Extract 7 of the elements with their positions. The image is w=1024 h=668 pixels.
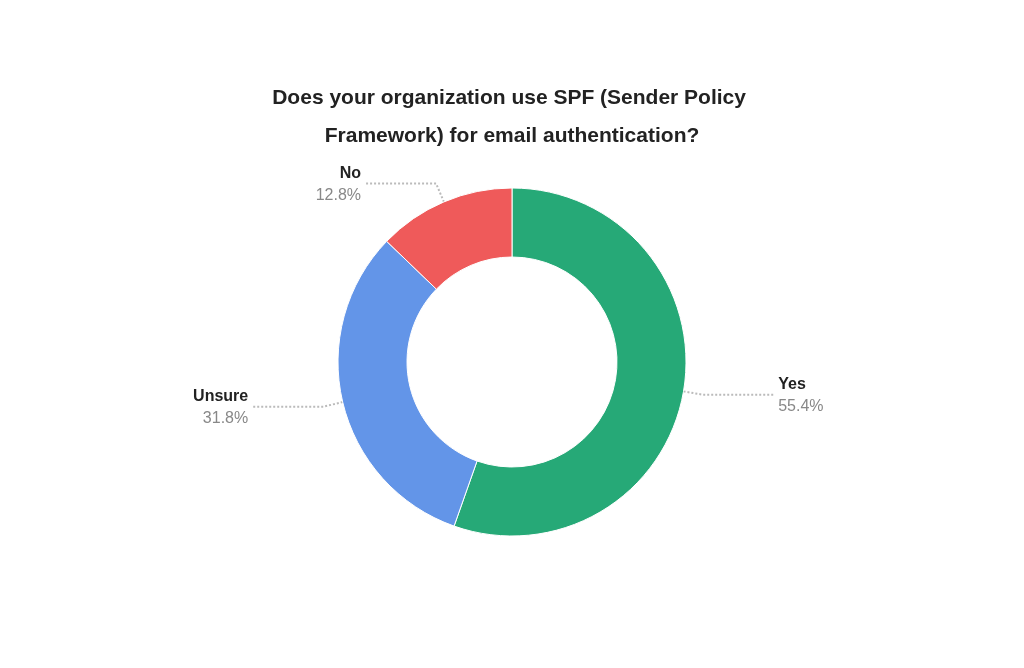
data-label: 55.4% (778, 397, 824, 415)
chart-title: Does your organization use SPF (Sender Policy Framework) for email authentication? (272, 84, 752, 146)
slice-label: Yes (778, 375, 806, 393)
slice-label: Unsure (193, 387, 249, 405)
data-label: 12.8% (315, 185, 362, 203)
data-label: 31.8% (202, 409, 249, 427)
slice-label: No (339, 163, 362, 181)
